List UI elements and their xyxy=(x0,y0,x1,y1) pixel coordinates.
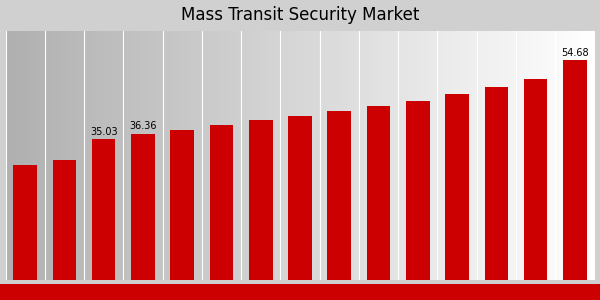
Bar xyxy=(563,60,587,280)
Bar xyxy=(485,87,508,280)
Bar xyxy=(249,120,272,280)
Bar xyxy=(131,134,155,280)
Bar xyxy=(406,100,430,280)
Bar xyxy=(92,139,115,280)
Text: 54.68: 54.68 xyxy=(561,48,589,58)
Text: 35.03: 35.03 xyxy=(90,127,118,136)
Bar xyxy=(524,79,547,280)
Bar xyxy=(170,130,194,280)
Bar xyxy=(210,125,233,280)
Text: 36.36: 36.36 xyxy=(129,121,157,131)
Bar xyxy=(288,116,312,280)
Bar xyxy=(53,160,76,280)
Bar xyxy=(445,94,469,280)
Bar xyxy=(13,165,37,280)
Bar xyxy=(328,111,351,280)
Title: Mass Transit Security Market: Mass Transit Security Market xyxy=(181,6,419,24)
Bar xyxy=(367,106,390,280)
